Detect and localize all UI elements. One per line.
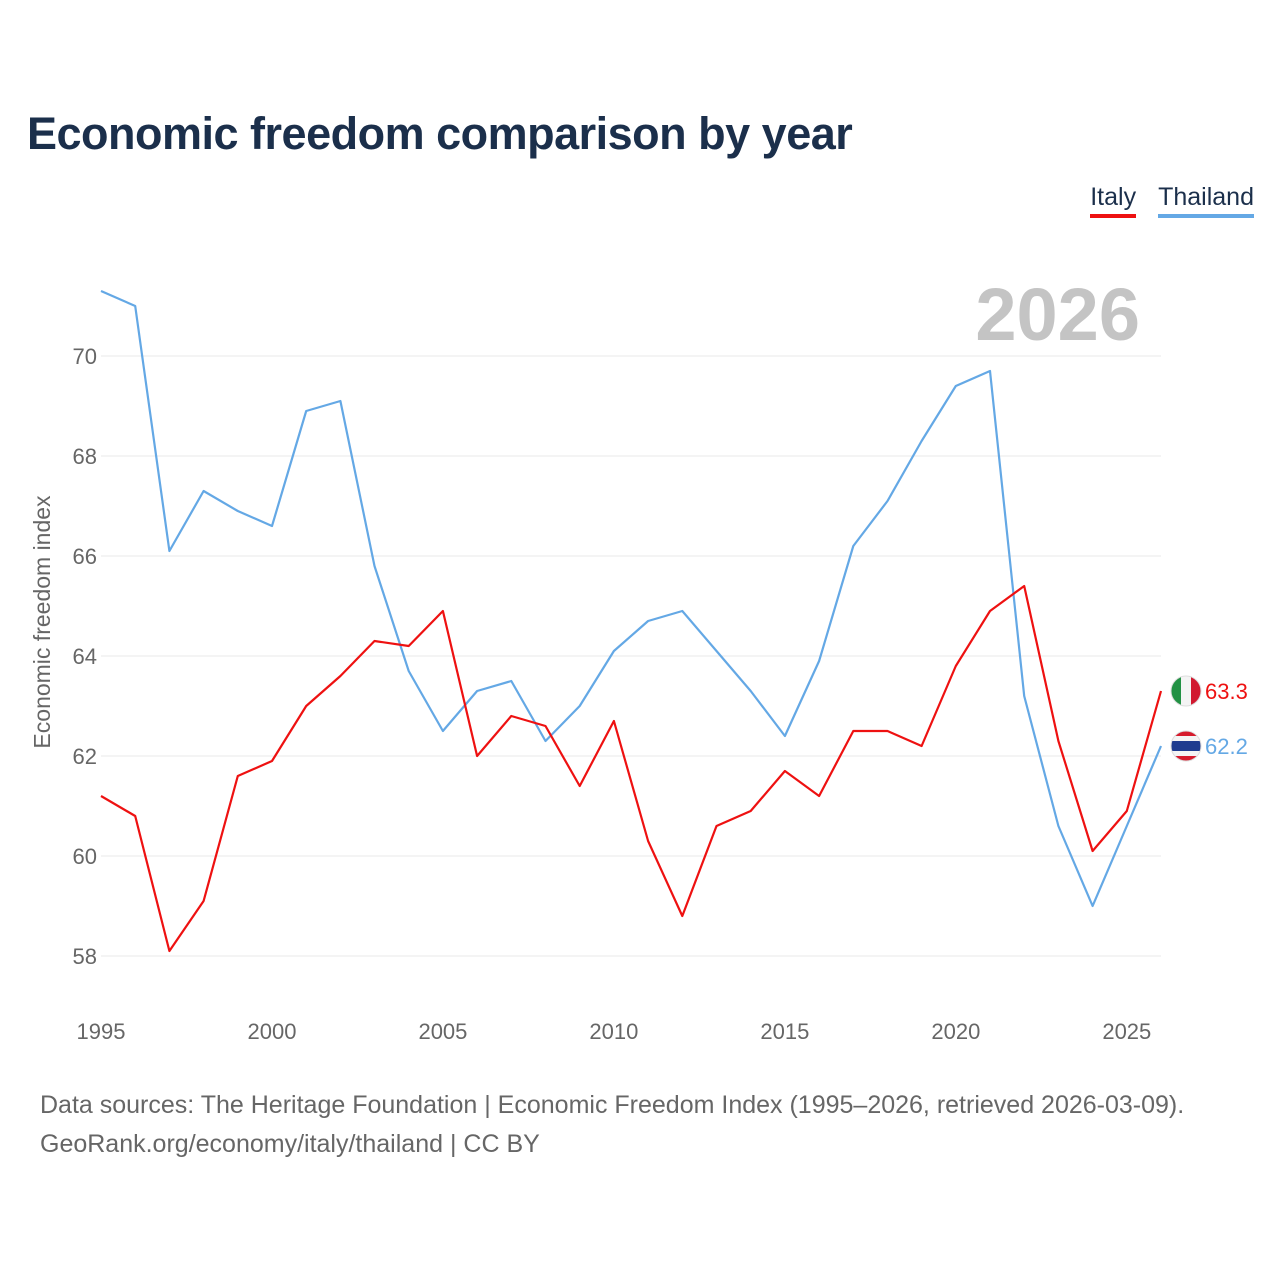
x-tick-label-2020: 2020: [931, 1019, 980, 1044]
x-tick-label-2000: 2000: [247, 1019, 296, 1044]
italy-flag-icon: [1171, 676, 1201, 706]
y-tick-label-64: 64: [73, 644, 97, 669]
page-title: Economic freedom comparison by year: [27, 108, 853, 159]
year-watermark: 2026: [975, 273, 1140, 356]
thailand-flag-icon: [1171, 731, 1201, 761]
footer-attribution[interactable]: GeoRank.org/economy/italy/thailand | CC …: [40, 1130, 540, 1158]
footer-sources: Data sources: The Heritage Foundation | …: [40, 1091, 1185, 1119]
x-tick-label-2015: 2015: [760, 1019, 809, 1044]
y-tick-label-58: 58: [73, 944, 97, 969]
chart-legend: Italy Thailand: [1090, 183, 1254, 218]
series-end-markers: 63.3 62.2: [1170, 675, 1248, 762]
end-label-thailand: 62.2: [1205, 734, 1248, 759]
series-line-thailand[interactable]: [100, 289, 1163, 908]
x-tick-label-2010: 2010: [589, 1019, 638, 1044]
chart-gridlines: [101, 355, 1161, 957]
footer: Data sources: The Heritage Foundation | …: [40, 1086, 1184, 1164]
y-tick-label-66: 66: [73, 544, 97, 569]
series-line-italy[interactable]: [100, 584, 1163, 953]
y-tick-label-68: 68: [73, 444, 97, 469]
x-axis-ticks: 1995 2000 2005 2010 2015 2020 2025: [77, 1019, 1152, 1044]
y-axis-ticks: 58 60 62 64 66 68 70: [73, 344, 97, 969]
legend-item-thailand[interactable]: Thailand: [1158, 183, 1254, 218]
y-tick-label-60: 60: [73, 844, 97, 869]
x-tick-label-2025: 2025: [1102, 1019, 1151, 1044]
y-axis-label: Economic freedom index: [29, 495, 55, 749]
x-tick-label-2005: 2005: [418, 1019, 467, 1044]
y-tick-label-70: 70: [73, 344, 97, 369]
x-tick-label-1995: 1995: [77, 1019, 126, 1044]
line-chart: 58 60 62 64 66 68 70 1995 2000 2005 2010 2015 2020 2…: [29, 273, 1248, 1044]
end-label-italy: 63.3: [1205, 679, 1248, 704]
legend-item-italy[interactable]: Italy: [1090, 183, 1137, 218]
y-tick-label-62: 62: [73, 744, 97, 769]
series-layer: [100, 289, 1163, 953]
